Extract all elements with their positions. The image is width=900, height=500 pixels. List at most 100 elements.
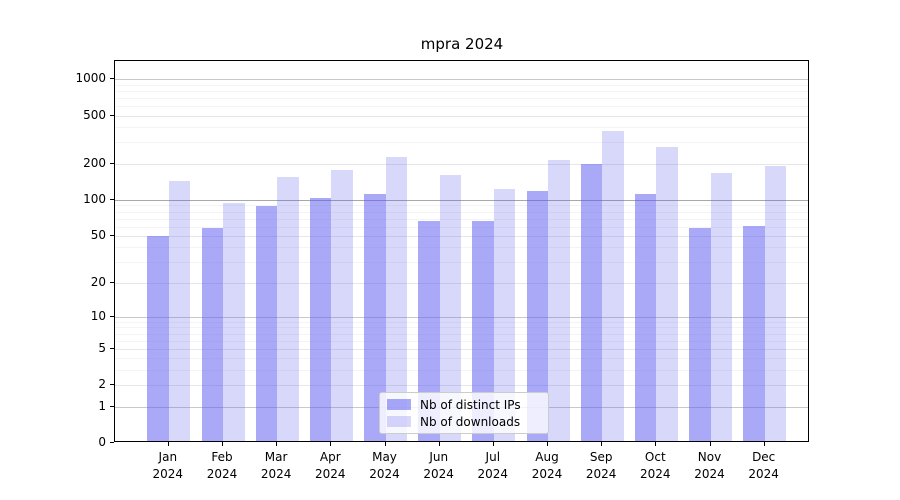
x-tick-label-nov: Nov 2024 bbox=[694, 450, 725, 481]
gridline-minor bbox=[115, 340, 808, 342]
y-tick-mark bbox=[110, 315, 114, 317]
y-tick-mark bbox=[110, 114, 114, 116]
y-tick-label-50: 50 bbox=[90, 227, 106, 242]
x-tick-mark bbox=[276, 442, 278, 446]
gridline-2 bbox=[115, 385, 808, 387]
chart-title: mpra 2024 bbox=[420, 35, 504, 53]
y-tick-label-500: 500 bbox=[83, 107, 106, 122]
x-tick-label-jan: Jan 2024 bbox=[152, 450, 184, 481]
y-tick-mark bbox=[110, 347, 114, 349]
gridline-minor bbox=[115, 106, 808, 107]
bar-feb-downloads bbox=[223, 203, 245, 441]
bar-aug-distinct-ips bbox=[526, 191, 548, 441]
x-tick-label-feb: Feb 2024 bbox=[206, 450, 238, 481]
gridline-minor bbox=[115, 247, 808, 249]
y-tick-mark bbox=[110, 78, 114, 80]
bar-dec-distinct-ips bbox=[743, 226, 765, 441]
x-tick-label-jun: Jun 2024 bbox=[423, 450, 454, 481]
bar-nov-distinct-ips bbox=[689, 228, 711, 441]
gridline-minor bbox=[115, 90, 808, 92]
bar-jul-downloads bbox=[493, 188, 516, 441]
y-tick-mark bbox=[110, 198, 114, 200]
bar-sep-downloads bbox=[602, 131, 624, 441]
gridline-20 bbox=[115, 282, 808, 284]
gridline-minor bbox=[115, 205, 808, 207]
gridline-minor bbox=[115, 358, 808, 360]
legend: Nb of distinct IPs Nb of downloads bbox=[379, 392, 549, 434]
bar-apr-distinct-ips bbox=[309, 198, 332, 441]
gridline-100 bbox=[115, 199, 808, 201]
x-tick-label-apr: Apr 2024 bbox=[315, 450, 346, 481]
legend-swatch-distinct-ips bbox=[387, 399, 411, 410]
x-tick-label-sep: Sep 2024 bbox=[585, 450, 617, 481]
x-tick-mark bbox=[330, 442, 332, 446]
x-tick-mark bbox=[763, 442, 765, 446]
bar-mar-distinct-ips bbox=[255, 205, 278, 441]
y-tick-mark bbox=[110, 234, 114, 236]
bar-oct-distinct-ips bbox=[634, 193, 657, 441]
x-tick-label-may: May 2024 bbox=[369, 450, 400, 481]
x-tick-mark bbox=[167, 442, 169, 446]
bar-jun-distinct-ips bbox=[418, 221, 440, 441]
gridline-minor bbox=[115, 226, 808, 228]
legend-label-downloads: Nb of downloads bbox=[420, 414, 521, 429]
gridline-5 bbox=[115, 348, 808, 350]
bar-feb-distinct-ips bbox=[201, 228, 223, 441]
gridline-1000 bbox=[115, 79, 808, 81]
bar-aug-downloads bbox=[548, 160, 570, 441]
x-tick-mark bbox=[709, 442, 711, 446]
gridline-200 bbox=[115, 163, 808, 165]
x-tick-label-mar: Mar 2024 bbox=[260, 450, 292, 481]
x-tick-label-dec: Dec 2024 bbox=[748, 450, 779, 481]
x-tick-mark bbox=[222, 442, 223, 446]
x-tick-mark bbox=[547, 442, 548, 446]
bar-may-distinct-ips bbox=[364, 194, 386, 441]
gridline-minor bbox=[115, 218, 808, 220]
x-tick-label-aug: Aug 2024 bbox=[531, 450, 563, 481]
x-tick-label-oct: Oct 2024 bbox=[640, 450, 671, 481]
y-tick-label-5: 5 bbox=[98, 340, 106, 355]
legend-label-distinct-ips: Nb of distinct IPs bbox=[420, 397, 521, 412]
y-tick-mark bbox=[110, 281, 114, 283]
y-tick-label-1: 1 bbox=[98, 398, 106, 413]
bar-oct-downloads bbox=[656, 147, 678, 441]
y-tick-mark bbox=[110, 162, 114, 164]
x-tick-mark bbox=[384, 442, 386, 446]
y-tick-label-20: 20 bbox=[90, 274, 106, 289]
gridline-minor bbox=[115, 370, 808, 371]
y-tick-mark bbox=[110, 384, 114, 386]
bar-may-downloads bbox=[385, 156, 407, 441]
gridline-minor bbox=[115, 84, 808, 86]
bar-mar-downloads bbox=[277, 176, 299, 441]
legend-row-downloads: Nb of downloads bbox=[387, 415, 540, 429]
gridline-minor bbox=[115, 97, 808, 99]
x-tick-mark bbox=[601, 442, 603, 446]
y-tick-label-10: 10 bbox=[90, 308, 106, 323]
bar-jul-distinct-ips bbox=[472, 221, 494, 441]
bar-jan-downloads bbox=[168, 180, 191, 441]
bar-sep-distinct-ips bbox=[580, 163, 603, 441]
x-tick-mark bbox=[438, 442, 440, 446]
x-tick-label-jul: Jul 2024 bbox=[477, 450, 509, 481]
gridline-minor bbox=[115, 327, 808, 329]
y-tick-label-100: 100 bbox=[83, 191, 106, 206]
y-tick-label-1000: 1000 bbox=[75, 71, 106, 86]
y-tick-mark bbox=[110, 442, 114, 443]
gridline-minor bbox=[115, 142, 808, 144]
y-tick-label-0: 0 bbox=[98, 435, 106, 449]
gridline-50 bbox=[115, 235, 808, 237]
x-tick-mark bbox=[492, 442, 494, 446]
bar-dec-downloads bbox=[764, 166, 787, 441]
y-tick-label-2: 2 bbox=[98, 377, 106, 392]
plot-area bbox=[114, 60, 809, 442]
y-tick-label-200: 200 bbox=[83, 155, 106, 170]
gridline-10 bbox=[115, 316, 808, 318]
bar-jun-downloads bbox=[439, 174, 462, 441]
gridline-minor bbox=[115, 333, 808, 335]
x-tick-mark bbox=[655, 442, 657, 446]
gridline-500 bbox=[115, 115, 808, 117]
gridline-minor bbox=[115, 127, 808, 129]
legend-swatch-downloads bbox=[387, 416, 411, 427]
gridline-minor bbox=[115, 262, 808, 264]
